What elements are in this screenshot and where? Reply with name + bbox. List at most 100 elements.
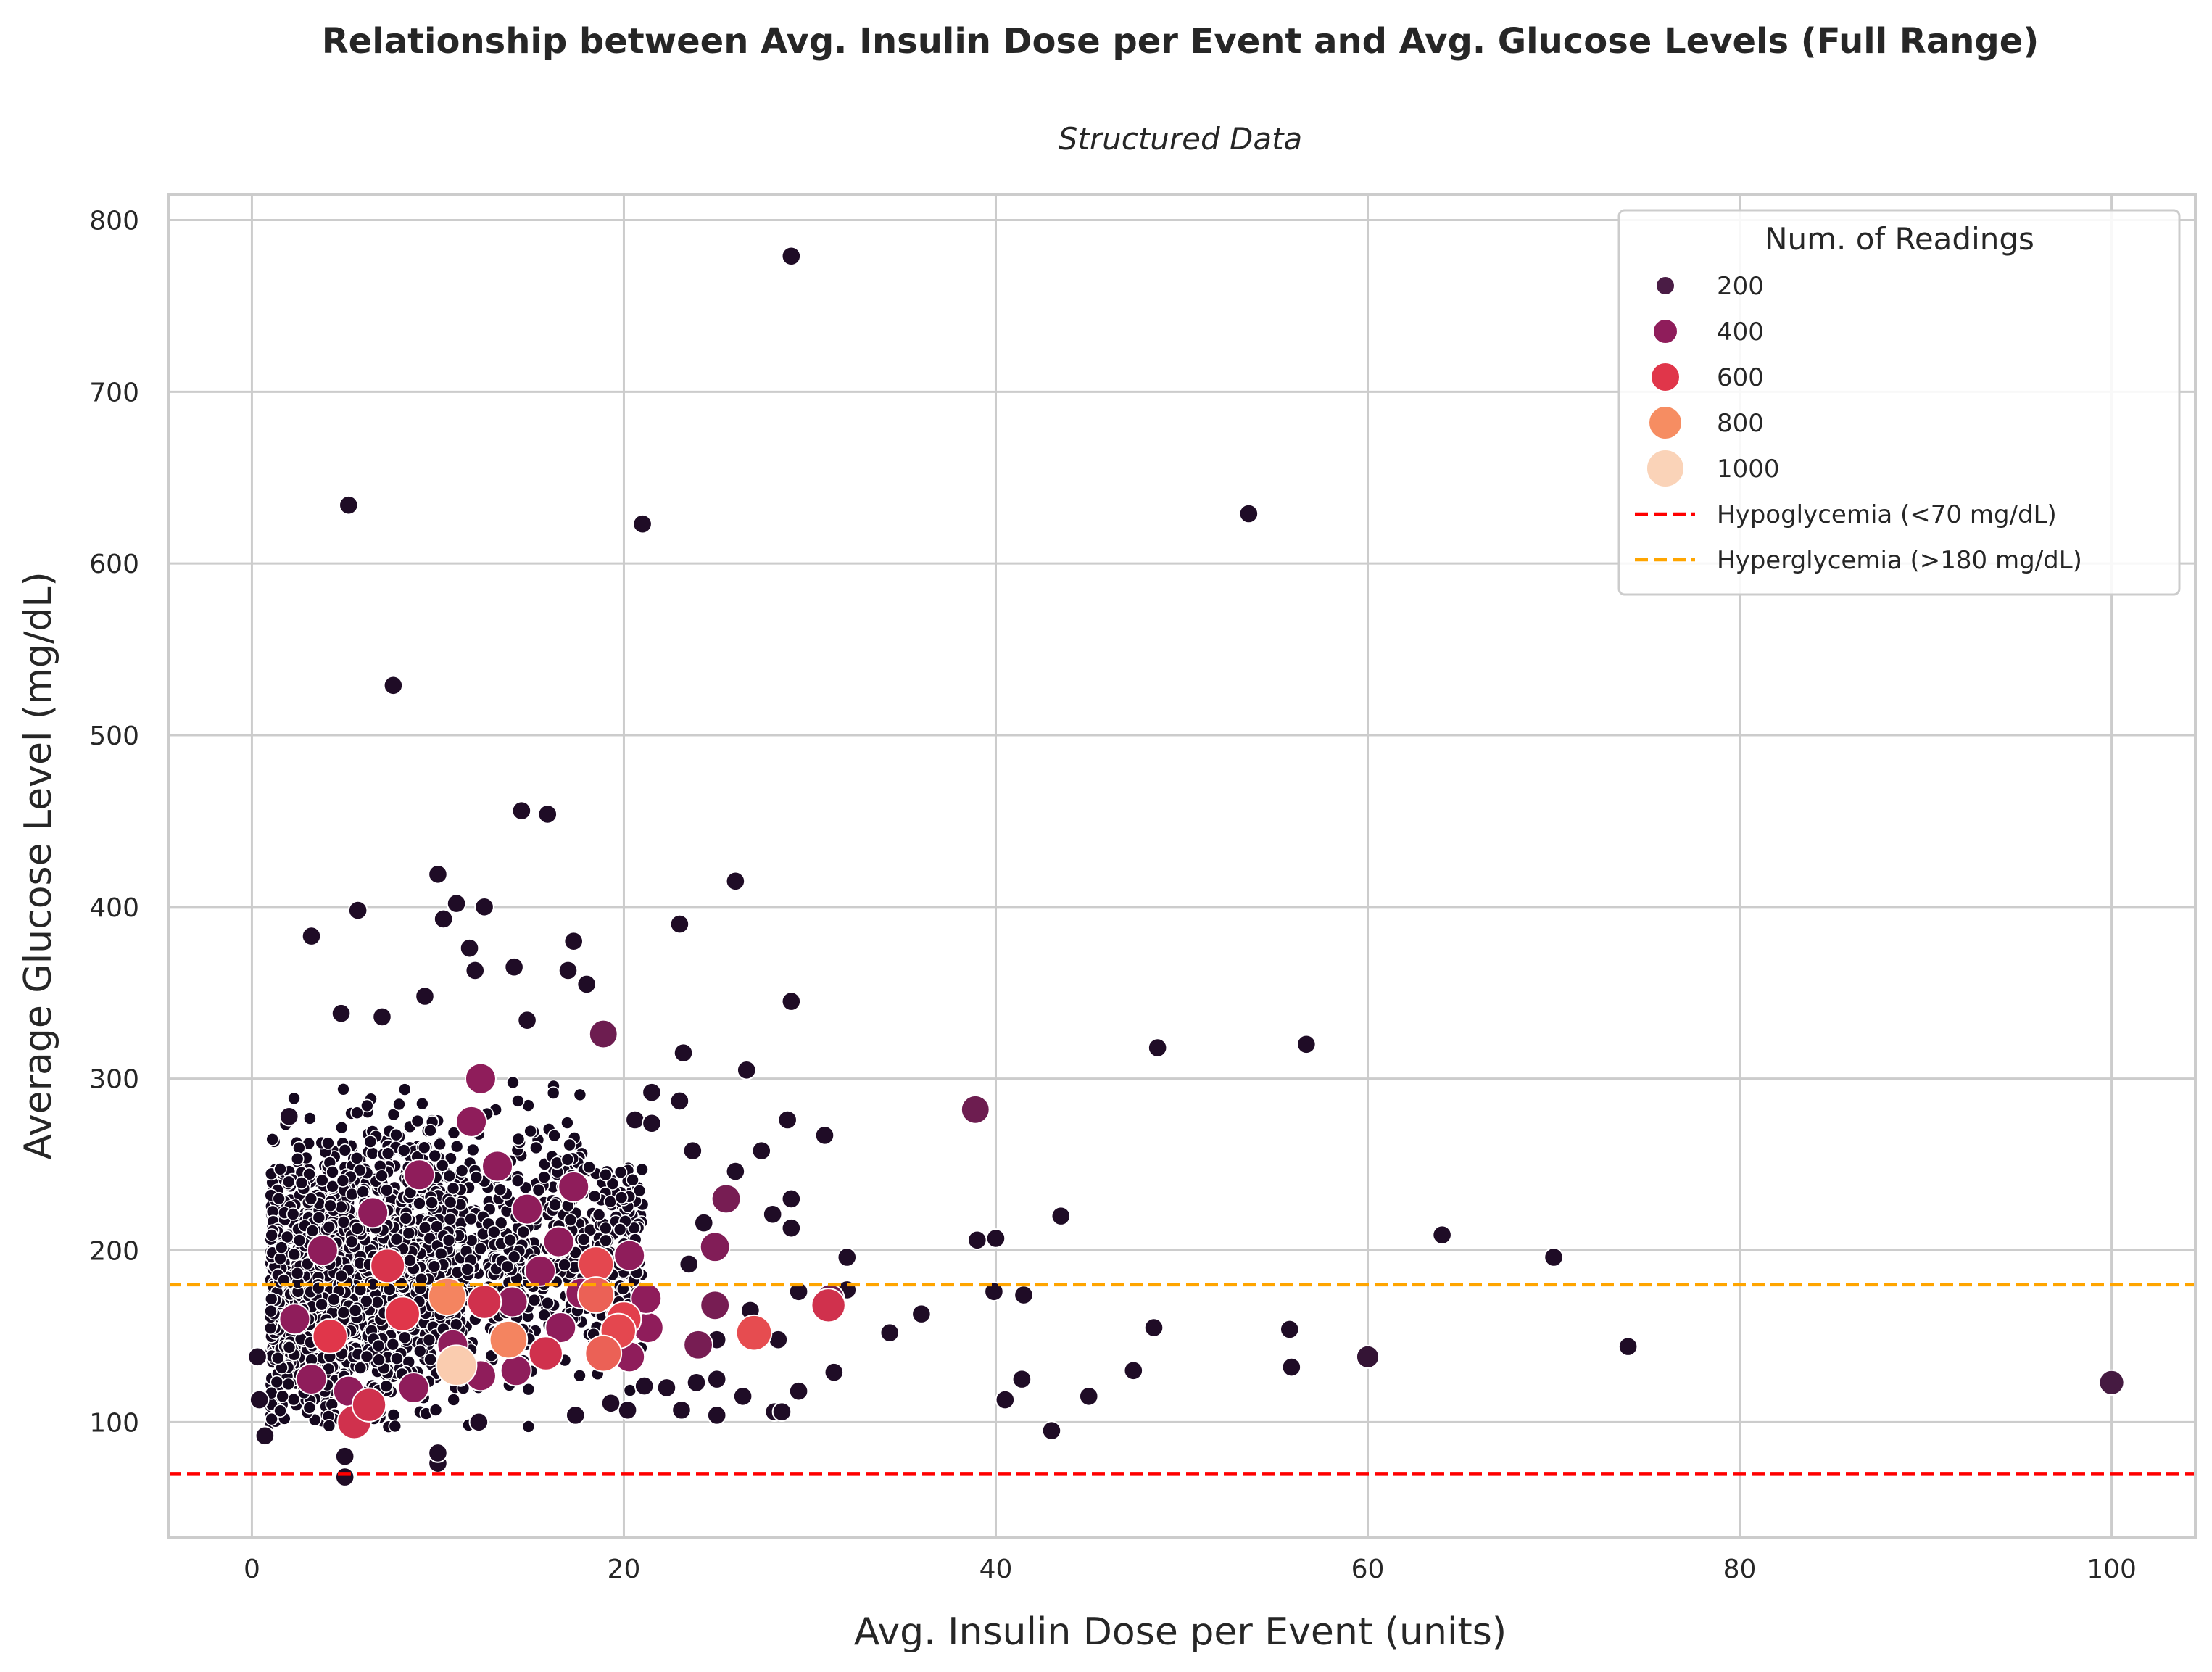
x-axis-label: Avg. Insulin Dose per Event (units) [854, 1610, 1507, 1654]
data-point [273, 1162, 287, 1176]
data-point [516, 1225, 531, 1239]
data-point [415, 1096, 429, 1111]
legend-line-label: Hypoglycemia (<70 mg/dL) [1717, 500, 2057, 529]
data-point [634, 1375, 655, 1396]
data-point [588, 1019, 618, 1049]
data-point [706, 1405, 727, 1425]
data-point [315, 1297, 328, 1312]
data-point [443, 1212, 457, 1226]
data-point [599, 1221, 613, 1236]
data-point [294, 1176, 309, 1190]
data-point [435, 1344, 478, 1386]
data-point [481, 1150, 514, 1183]
data-point [379, 1379, 393, 1393]
data-point [699, 1231, 731, 1263]
data-point [386, 1107, 401, 1122]
data-point [265, 1228, 278, 1242]
data-point [1123, 1360, 1144, 1381]
legend-size-marker [1646, 449, 1685, 488]
data-point [1355, 1344, 1380, 1369]
data-point [410, 1114, 425, 1128]
data-point [613, 1239, 646, 1272]
y-tick-label: 400 [89, 893, 139, 923]
data-point [278, 1303, 311, 1336]
data-point [788, 1381, 809, 1402]
data-point [348, 1304, 363, 1317]
data-point [725, 1161, 746, 1182]
data-point [521, 1420, 536, 1433]
data-point [280, 1230, 294, 1244]
data-point [1147, 1038, 1168, 1058]
data-point [339, 494, 359, 516]
data-point [777, 1109, 798, 1130]
data-point [386, 1337, 400, 1352]
data-point [592, 1208, 606, 1222]
data-point [455, 1105, 488, 1138]
data-point [824, 1362, 845, 1383]
data-point [326, 1180, 339, 1193]
data-point [632, 513, 653, 534]
data-point [984, 1281, 1004, 1302]
data-point [413, 1344, 427, 1358]
data-point [563, 1138, 576, 1152]
data-point [521, 1382, 536, 1396]
y-tick-label: 700 [89, 378, 139, 407]
data-point [614, 1191, 629, 1204]
data-point [345, 1187, 359, 1201]
data-point [837, 1247, 858, 1267]
data-point [511, 1193, 544, 1225]
data-point [434, 1246, 448, 1261]
data-point [304, 1192, 318, 1206]
data-point [433, 1137, 447, 1151]
legend-size-marker [1650, 362, 1681, 392]
data-point [548, 1198, 562, 1212]
data-point [781, 1217, 802, 1238]
data-point [321, 1136, 335, 1150]
data-point [656, 1378, 677, 1398]
data-point [276, 1389, 289, 1404]
data-point [781, 1188, 802, 1209]
data-point [1041, 1420, 1062, 1441]
data-point [642, 1113, 662, 1134]
data-point [302, 1400, 317, 1415]
data-point [517, 1010, 537, 1030]
legend-size-label: 600 [1717, 363, 1764, 392]
data-point [673, 1043, 694, 1063]
data-point [671, 1399, 692, 1420]
data-point [546, 1086, 560, 1100]
data-point [281, 1377, 296, 1391]
data-point [336, 1082, 350, 1096]
data-point [524, 1254, 557, 1287]
data-point [247, 1346, 268, 1367]
data-point [397, 1083, 412, 1096]
data-point [725, 871, 746, 892]
data-point [599, 1167, 613, 1182]
data-point [315, 1173, 329, 1188]
data-point [322, 1419, 336, 1433]
legend-size-marker [1655, 276, 1675, 296]
data-point [642, 1082, 662, 1103]
data-point [503, 1233, 517, 1247]
data-point [1143, 1317, 1164, 1338]
data-point [547, 1128, 561, 1143]
data-point [386, 1408, 401, 1422]
data-point [270, 1351, 285, 1365]
data-point [1238, 503, 1259, 524]
data-point [1078, 1386, 1099, 1407]
data-point [447, 1393, 460, 1407]
legend-size-marker [1652, 318, 1678, 344]
x-tick-label: 80 [1723, 1555, 1757, 1584]
data-point [281, 1175, 296, 1189]
data-point [1432, 1225, 1452, 1245]
data-point [347, 900, 368, 921]
data-point [383, 675, 404, 696]
data-point [506, 1075, 520, 1090]
data-point [632, 1184, 647, 1198]
data-point [732, 1386, 753, 1407]
data-point [679, 1254, 700, 1275]
data-point [389, 1232, 404, 1246]
data-point [403, 1159, 436, 1191]
y-tick-label: 800 [89, 207, 139, 236]
data-point [446, 1181, 460, 1196]
data-point [371, 1338, 386, 1353]
